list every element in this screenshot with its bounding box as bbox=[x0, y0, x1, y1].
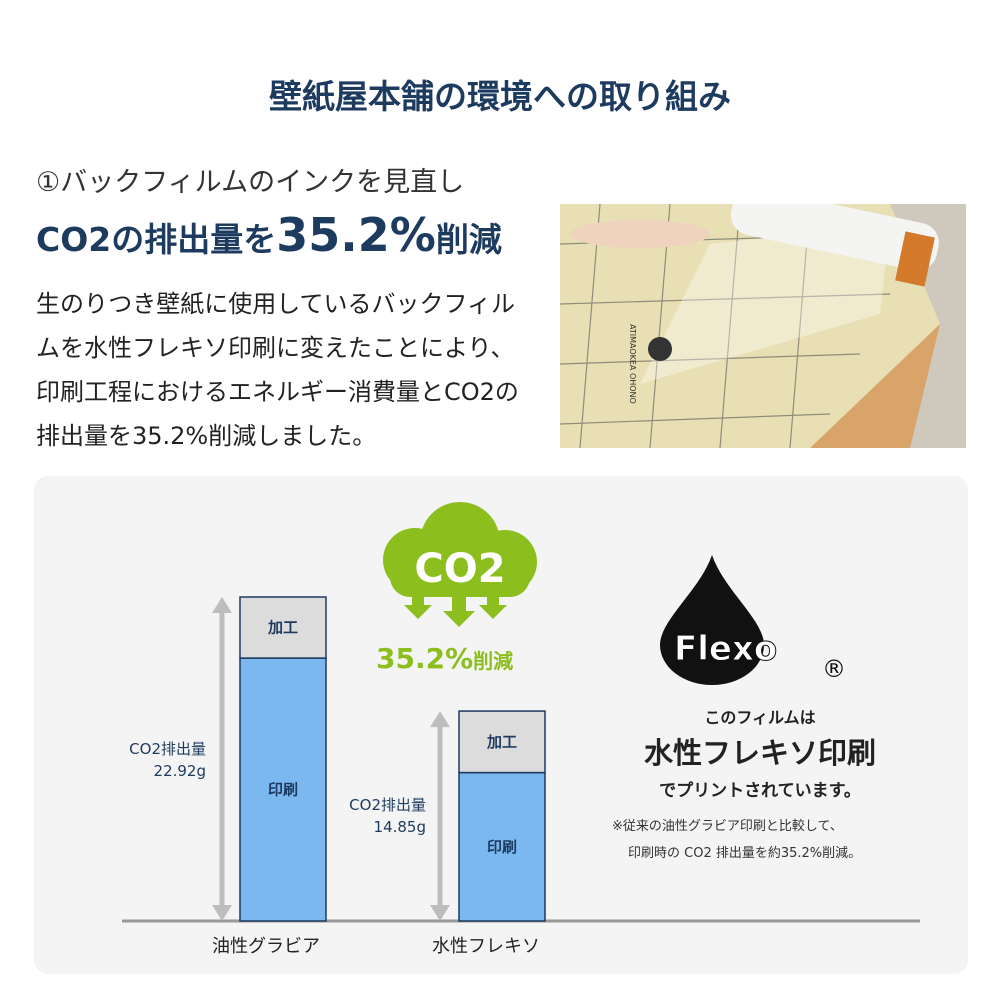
headline-suffix: 削減 bbox=[435, 220, 502, 259]
segment-label: 印刷 bbox=[487, 838, 517, 856]
arrow-head-down bbox=[212, 905, 232, 921]
flexo-note1: ※従来の油性グラビア印刷と比較して、 bbox=[612, 819, 843, 834]
registered-mark: ® bbox=[822, 655, 846, 683]
arrow-head-up bbox=[212, 597, 232, 613]
reduction-label: 35.2%削減 bbox=[376, 642, 514, 675]
total-label-1: CO2排出量 22.92g bbox=[129, 740, 206, 780]
category-label-2: 水性フレキソ bbox=[432, 936, 540, 957]
headline-value: 35.2% bbox=[276, 208, 436, 262]
svg-text:CO2: CO2 bbox=[414, 546, 505, 592]
co2-cloud-icon: CO2 bbox=[383, 502, 537, 627]
photo-illustration: ATIMAOKEA OHONO bbox=[560, 204, 966, 448]
segment-label: 印刷 bbox=[268, 781, 298, 799]
product-photo: ATIMAOKEA OHONO bbox=[560, 204, 966, 448]
bar-segment-processing bbox=[458, 710, 546, 774]
flexo-drop-logo: Flexo bbox=[660, 555, 778, 685]
headline-prefix: CO2の排出量を bbox=[36, 220, 277, 259]
subtitle: ①バックフィルムのインクを見直し bbox=[36, 167, 465, 198]
svg-text:ATIMAOKEA OHONO: ATIMAOKEA OHONO bbox=[628, 324, 637, 404]
segment-label: 加工 bbox=[486, 733, 517, 751]
svg-text:Flexo: Flexo bbox=[674, 629, 777, 669]
flexo-line2: 水性フレキソ印刷 bbox=[643, 736, 876, 770]
arrow-head-up bbox=[430, 711, 450, 728]
flexo-note2: 印刷時の CO2 排出量を約35.2%削減。 bbox=[628, 846, 862, 861]
arrow-head-down bbox=[430, 905, 450, 921]
category-label-1: 油性グラビア bbox=[212, 936, 320, 957]
flexo-line1: このフィルムは bbox=[704, 708, 816, 727]
flexo-line3: でプリントされています。 bbox=[659, 781, 861, 801]
page-title: 壁紙屋本舗の環境への取り組み bbox=[269, 77, 731, 116]
headline: CO2の排出量を35.2%削減 bbox=[36, 208, 502, 262]
segment-label: 加工 bbox=[267, 619, 298, 637]
bar-segment-print bbox=[458, 771, 546, 922]
total-label-2: CO2排出量 14.85g bbox=[349, 796, 426, 836]
bar-segment-processing bbox=[239, 596, 327, 659]
body-text: 生のりつき壁紙に使用しているバックフィルムを水性フレキソ印刷に変えたことにより、… bbox=[36, 290, 519, 450]
bar-segment-print bbox=[239, 657, 327, 922]
